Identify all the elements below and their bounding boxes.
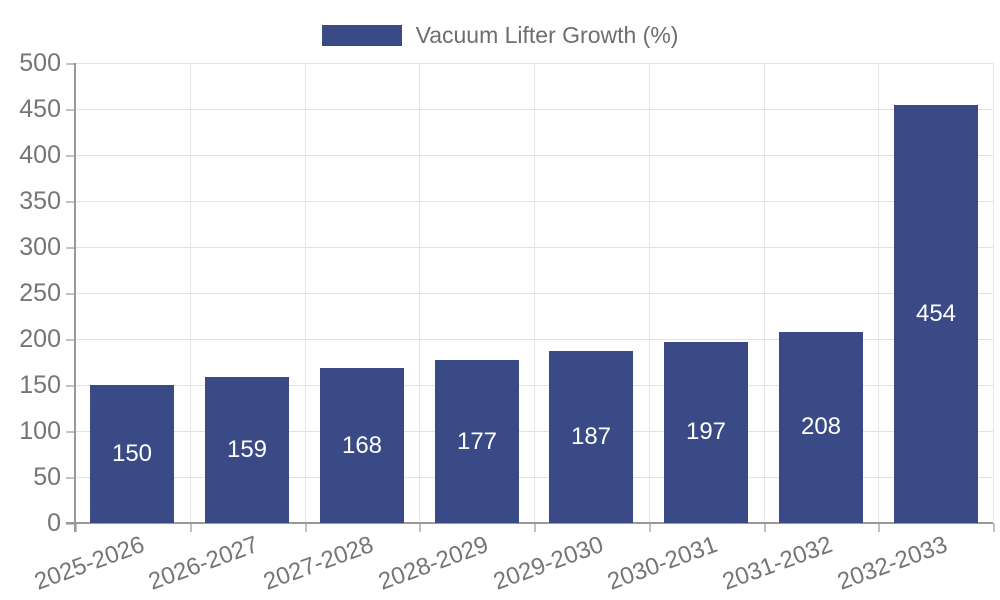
y-axis-label: 300 [19,233,61,261]
gridline-vertical [419,63,420,523]
y-axis-label: 450 [19,95,61,123]
y-axis-label: 400 [19,141,61,169]
bar[interactable] [779,332,863,523]
legend-swatch-icon [321,24,402,46]
x-axis-label: 2031-2032 [719,531,837,596]
x-axis-label: 2032-2033 [833,531,951,596]
x-axis-label: 2030-2031 [604,531,722,596]
y-axis-line [74,63,76,532]
x-axis-label: 2027-2028 [260,531,378,596]
y-axis-tick [66,431,75,433]
x-axis-tick [764,523,766,532]
y-axis-label: 350 [19,187,61,215]
bar[interactable] [894,105,978,523]
x-axis-tick [993,523,995,532]
y-axis-label: 150 [19,371,61,399]
y-axis-tick [66,385,75,387]
y-axis-tick [66,155,75,157]
y-axis-label: 500 [19,49,61,77]
bar[interactable] [320,368,404,523]
bar[interactable] [90,385,174,523]
bar[interactable] [549,351,633,523]
gridline-vertical [190,63,191,523]
y-axis-label: 0 [47,509,61,537]
legend-label: Vacuum Lifter Growth (%) [415,22,679,48]
x-axis-label: 2028-2029 [374,531,492,596]
y-axis-label: 50 [33,463,61,491]
y-axis-tick [66,477,75,479]
gridline-vertical [649,63,650,523]
gridline-vertical [764,63,765,523]
y-axis-tick [66,293,75,295]
gridline-vertical [534,63,535,523]
y-axis-tick [66,109,75,111]
x-axis-tick [419,523,421,532]
x-axis-tick [190,523,192,532]
y-axis-label: 200 [19,325,61,353]
x-axis-label: 2026-2027 [145,531,263,596]
y-axis-tick [66,201,75,203]
x-axis-label: 2025-2026 [30,531,148,596]
x-axis-tick [649,523,651,532]
x-axis-tick [305,523,307,532]
x-axis-tick [75,523,77,532]
gridline-vertical [993,63,994,523]
gridline-vertical [878,63,879,523]
bar[interactable] [664,342,748,523]
bar[interactable] [435,360,519,523]
y-axis-tick [66,63,75,65]
x-axis-tick [534,523,536,532]
y-axis-label: 100 [19,417,61,445]
x-axis-tick [878,523,880,532]
x-axis-line [66,522,993,524]
gridline-vertical [305,63,306,523]
y-axis-tick [66,523,75,525]
y-axis-tick [66,247,75,249]
y-axis-label: 250 [19,279,61,307]
bar[interactable] [205,377,289,523]
y-axis-tick [66,339,75,341]
x-axis-label: 2029-2030 [489,531,607,596]
legend-item[interactable]: Vacuum Lifter Growth (%) [0,22,1000,48]
